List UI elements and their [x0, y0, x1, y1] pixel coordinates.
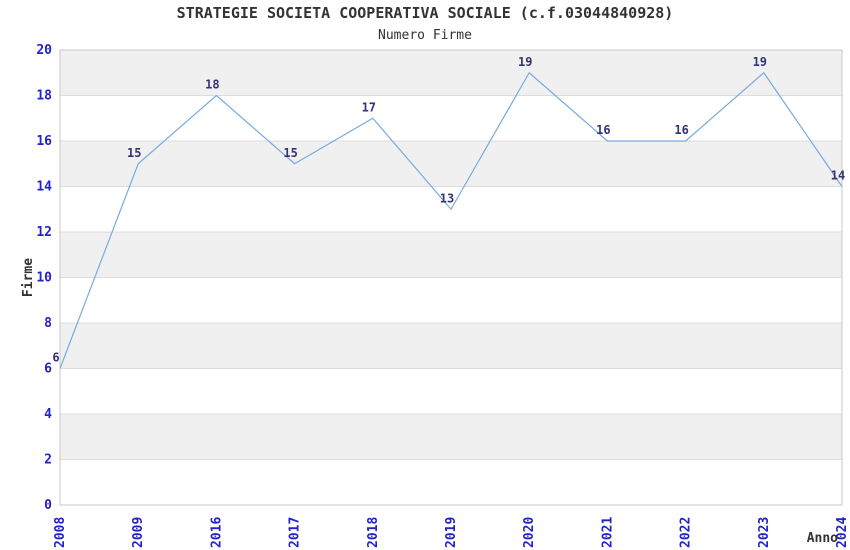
y-tick-label: 20 [36, 43, 52, 58]
x-tick-label: 2022 [679, 517, 694, 548]
data-point-label: 6 [52, 351, 59, 365]
y-axis-title: Firme [21, 258, 36, 297]
data-point-label: 18 [205, 78, 219, 92]
y-tick-label: 18 [36, 89, 52, 104]
data-point-label: 19 [753, 55, 767, 69]
x-tick-label: 2009 [131, 517, 146, 548]
data-point-label: 15 [283, 146, 297, 160]
y-tick-label: 8 [44, 316, 52, 331]
x-tick-label: 2019 [444, 517, 459, 548]
x-tick-label: 2016 [209, 517, 224, 548]
x-tick-label: 2020 [522, 517, 537, 548]
chart-subtitle: Numero Firme [378, 28, 472, 43]
x-tick-label: 2023 [757, 517, 772, 548]
x-tick-label: 2018 [366, 517, 381, 548]
grid-band [60, 232, 842, 278]
x-tick-label: 2021 [600, 517, 615, 548]
y-tick-label: 6 [44, 362, 52, 377]
data-point-label: 16 [596, 123, 610, 137]
data-point-label: 13 [440, 191, 454, 205]
grid-band [60, 277, 842, 323]
plot-border [59, 49, 843, 506]
grid-band [60, 368, 842, 414]
grid-band [60, 50, 842, 96]
chart-title: STRATEGIE SOCIETA COOPERATIVA SOCIALE (c… [176, 4, 674, 22]
data-point-label: 15 [127, 146, 141, 160]
y-tick-label: 16 [36, 134, 52, 149]
data-point-label: 16 [674, 123, 688, 137]
data-line [59, 72, 843, 369]
data-point-label: 17 [362, 100, 376, 114]
x-tick-label: 2024 [835, 517, 850, 548]
y-tick-label: 4 [44, 407, 52, 422]
x-tick-label: 2017 [288, 517, 303, 548]
grid-band [60, 141, 842, 187]
y-tick-label: 14 [36, 180, 52, 195]
x-tick-label: 2008 [53, 517, 68, 548]
data-point-label: 19 [518, 55, 532, 69]
grid-band [60, 414, 842, 460]
y-tick-label: 10 [36, 271, 52, 286]
y-tick-label: 12 [36, 225, 52, 240]
y-tick-label: 0 [44, 498, 52, 513]
grid-band [60, 95, 842, 141]
data-point-label: 14 [831, 169, 845, 183]
grid-band [60, 323, 842, 369]
grid-band [60, 459, 842, 505]
y-tick-label: 2 [44, 453, 52, 468]
x-axis-title: Anno [807, 531, 838, 546]
